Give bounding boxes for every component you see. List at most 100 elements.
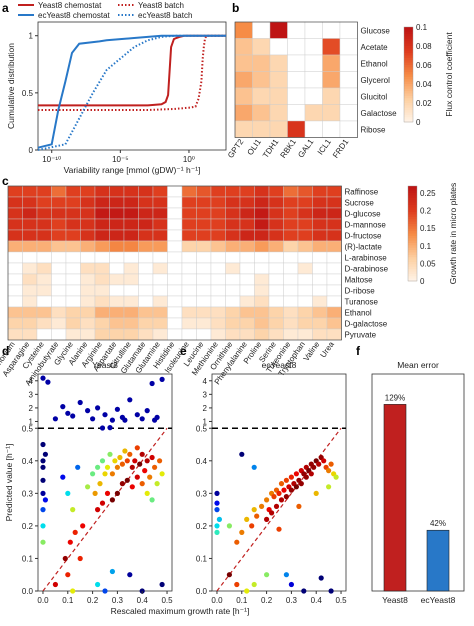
heatmap-cell bbox=[51, 185, 67, 198]
heatmap-cell bbox=[22, 284, 38, 297]
heatmap-cell bbox=[269, 104, 288, 122]
colorbar-segment bbox=[404, 50, 413, 54]
x-tick-label: 0.3 bbox=[112, 596, 124, 605]
heatmap-cell bbox=[239, 229, 255, 242]
colorbar-segment bbox=[408, 278, 417, 282]
heatmap-cell bbox=[36, 185, 52, 198]
heatmap-cell bbox=[94, 251, 110, 264]
row-label: Pyruvate bbox=[345, 331, 377, 340]
heatmap-cell bbox=[167, 295, 183, 308]
row-label: Galactose bbox=[361, 109, 398, 118]
heatmap-cell bbox=[225, 207, 241, 220]
heatmap-cell bbox=[304, 54, 323, 72]
heatmap-cell bbox=[138, 306, 154, 319]
data-point bbox=[109, 417, 115, 423]
data-point bbox=[114, 406, 120, 412]
y-tick-label: 0.3 bbox=[196, 489, 208, 498]
data-point bbox=[102, 412, 108, 418]
heatmap-cell bbox=[287, 87, 306, 105]
heatmap-cell bbox=[181, 317, 197, 330]
colorbar-segment bbox=[404, 119, 413, 123]
data-point bbox=[109, 471, 115, 477]
heatmap-cell bbox=[36, 306, 52, 319]
colorbar-segment bbox=[408, 193, 417, 196]
data-point bbox=[40, 464, 46, 470]
column-label: Valine bbox=[302, 340, 322, 363]
heatmap-cell bbox=[94, 185, 110, 198]
data-point bbox=[244, 588, 250, 594]
data-point bbox=[134, 445, 140, 451]
heatmap-cell bbox=[268, 196, 284, 209]
data-point bbox=[40, 458, 46, 464]
heatmap-cell bbox=[283, 317, 299, 330]
row-label: Acetate bbox=[361, 43, 389, 52]
heatmap-cell bbox=[269, 38, 288, 56]
colorbar-segment bbox=[404, 103, 413, 106]
heatmap-cell bbox=[123, 207, 139, 220]
heatmap-cell bbox=[36, 207, 52, 220]
heatmap-cell bbox=[7, 196, 23, 209]
colorbar-tick-label: 0.06 bbox=[416, 61, 432, 70]
row-label: Turanose bbox=[345, 298, 379, 307]
colorbar-segment bbox=[408, 200, 417, 204]
colorbar-segment bbox=[408, 226, 417, 230]
heatmap-cell bbox=[283, 240, 299, 253]
heatmap-cell bbox=[167, 218, 183, 231]
heatmap-cell bbox=[297, 229, 313, 242]
heatmap-cell bbox=[181, 185, 197, 198]
heatmap-cell bbox=[94, 240, 110, 253]
heatmap-cell bbox=[109, 295, 125, 308]
x-axis-label: Rescaled maximum growth rate [h⁻¹] bbox=[111, 606, 250, 616]
heatmap-cell bbox=[304, 87, 323, 105]
panel-letter-e: e bbox=[180, 344, 187, 358]
heatmap-cell bbox=[7, 218, 23, 231]
heatmap-cell bbox=[225, 196, 241, 209]
data-point bbox=[119, 461, 125, 467]
heatmap-cell bbox=[297, 284, 313, 297]
heatmap-cell bbox=[123, 218, 139, 231]
heatmap-cell bbox=[234, 21, 253, 39]
data-point bbox=[144, 458, 150, 464]
data-point bbox=[254, 513, 260, 519]
heatmap-cell bbox=[225, 251, 241, 264]
colorbar-segment bbox=[404, 38, 413, 42]
data-point bbox=[278, 497, 285, 503]
data-point bbox=[127, 572, 133, 578]
heatmap-cell bbox=[268, 240, 284, 253]
identity-line bbox=[42, 427, 168, 592]
heatmap-cell bbox=[196, 185, 212, 198]
heatmap-cell bbox=[152, 273, 168, 286]
heatmap-cell bbox=[51, 284, 67, 297]
data-point bbox=[124, 477, 130, 483]
x-tick-label: 0.4 bbox=[311, 596, 323, 605]
data-point bbox=[90, 471, 96, 477]
heatmap-cell bbox=[36, 273, 52, 286]
colorbar-segment bbox=[404, 107, 413, 111]
heatmap-cell bbox=[239, 295, 255, 308]
heatmap-cell bbox=[196, 284, 212, 297]
heatmap-cell bbox=[167, 284, 183, 297]
heatmap-cell bbox=[312, 240, 328, 253]
row-label: (R)-lactate bbox=[345, 243, 383, 252]
data-point bbox=[95, 405, 101, 411]
y-tick-label: 4 bbox=[203, 377, 208, 386]
heatmap-cell bbox=[123, 273, 139, 286]
heatmap-cell bbox=[167, 196, 183, 209]
data-point bbox=[249, 523, 255, 529]
legend-label: Yeast8 batch bbox=[138, 1, 184, 10]
colorbar-segment bbox=[408, 231, 417, 234]
data-point bbox=[326, 484, 332, 490]
heatmap-cell bbox=[225, 218, 241, 231]
y-tick-label: 2 bbox=[29, 404, 34, 413]
heatmap-cell bbox=[65, 262, 81, 275]
heatmap-cell bbox=[152, 251, 168, 264]
heatmap-cell bbox=[339, 54, 358, 72]
heatmap-cell bbox=[109, 273, 125, 286]
heatmap-cell bbox=[326, 251, 342, 264]
heatmap-cell bbox=[269, 54, 288, 72]
data-point bbox=[70, 413, 76, 419]
heatmap-cell bbox=[196, 251, 212, 264]
data-point bbox=[301, 588, 307, 594]
x-tick-label: 0.2 bbox=[87, 596, 99, 605]
